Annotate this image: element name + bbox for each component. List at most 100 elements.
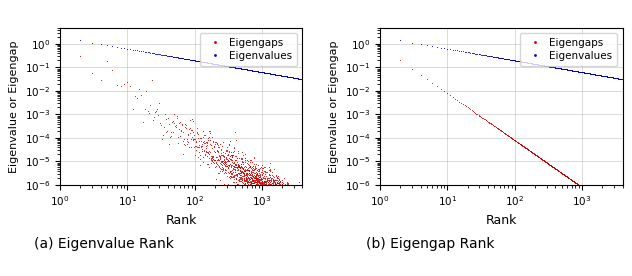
Eigengaps (280, 190, 290, 194)
Eigengaps (294, 189, 304, 193)
Eigengaps (248, 181, 258, 185)
Eigengaps (263, 180, 273, 184)
Eigengaps (289, 190, 300, 194)
Eigenvalues (604, 75, 614, 79)
Eigenvalues (293, 76, 303, 81)
Eigengaps (558, 172, 568, 176)
Eigenvalues (556, 66, 566, 71)
Eigengaps (611, 208, 621, 213)
Eigenvalues (613, 76, 623, 81)
Eigenvalues (272, 73, 282, 77)
Eigengaps (592, 195, 602, 200)
Eigenvalues (261, 71, 271, 75)
Eigengaps (229, 173, 240, 177)
Eigenvalues (290, 76, 300, 80)
Eigenvalues (250, 69, 260, 73)
Eigengaps (611, 209, 621, 213)
Eigenvalues (606, 75, 616, 79)
Eigengaps (613, 210, 623, 215)
Eigengaps (607, 206, 617, 210)
Eigengaps (617, 213, 628, 217)
Eigengaps (582, 189, 592, 193)
Eigengaps (594, 197, 604, 201)
Eigengaps (523, 147, 533, 152)
Eigenvalues (252, 69, 262, 74)
Eigenvalues (604, 75, 614, 79)
Eigenvalues (612, 76, 622, 81)
Eigenvalues (602, 74, 612, 79)
Eigenvalues (231, 65, 241, 70)
Eigengaps (571, 181, 581, 185)
Eigengaps (291, 190, 301, 194)
Eigenvalues (611, 76, 621, 80)
Eigengaps (512, 140, 522, 144)
Eigenvalues (286, 75, 296, 79)
Eigenvalues (258, 70, 268, 75)
Eigengaps (587, 192, 597, 197)
Eigenvalues (240, 67, 250, 71)
Eigenvalues (266, 71, 276, 76)
Eigenvalues (289, 76, 299, 80)
Eigengaps (615, 212, 625, 216)
Eigenvalues (585, 71, 595, 76)
Eigenvalues (283, 75, 293, 79)
Eigenvalues (200, 60, 210, 64)
Eigenvalues (608, 75, 618, 80)
Eigenvalues (616, 77, 626, 81)
Eigengaps (556, 170, 566, 174)
Eigenvalues (584, 71, 594, 76)
Eigenvalues (295, 77, 305, 81)
Eigenvalues (268, 72, 278, 76)
Eigenvalues (589, 72, 599, 76)
Eigenvalues (291, 76, 301, 80)
Eigengaps (239, 183, 249, 187)
Eigenvalues (594, 73, 604, 77)
Eigenvalues (609, 76, 619, 80)
Eigenvalues (295, 76, 305, 81)
Eigenvalues (597, 73, 607, 78)
Eigenvalues (289, 76, 299, 80)
Eigenvalues (615, 77, 625, 81)
Eigengaps (568, 179, 578, 183)
Eigengaps (585, 191, 595, 195)
Eigenvalues (263, 71, 273, 75)
Eigenvalues (259, 70, 269, 75)
Eigengaps (288, 190, 298, 194)
Eigengaps (291, 190, 301, 194)
Eigenvalues (595, 73, 605, 78)
Eigengaps (264, 176, 274, 181)
Eigenvalues (259, 70, 269, 75)
Eigengaps (610, 208, 620, 213)
Eigenvalues (562, 67, 573, 72)
Eigengaps (293, 190, 303, 194)
Eigenvalues (614, 76, 624, 81)
Eigenvalues (282, 74, 292, 79)
Eigenvalues (266, 71, 276, 76)
Eigengaps (615, 211, 625, 216)
Eigenvalues (600, 74, 610, 78)
Eigenvalues (611, 76, 621, 80)
Eigenvalues (227, 65, 237, 69)
Eigenvalues (297, 77, 307, 81)
Eigengaps (279, 189, 289, 194)
Eigenvalues (600, 74, 611, 78)
Eigenvalues (269, 72, 279, 76)
Eigengaps (594, 197, 604, 201)
Eigenvalues (602, 74, 612, 79)
Eigenvalues (271, 73, 281, 77)
Eigengaps (608, 206, 618, 211)
Eigenvalues (289, 76, 299, 80)
Eigengaps (282, 190, 292, 194)
Eigengaps (573, 182, 583, 187)
Eigenvalues (229, 65, 239, 70)
Eigengaps (560, 173, 570, 177)
Eigengaps (590, 194, 600, 199)
Eigengaps (607, 206, 617, 211)
Eigengaps (591, 195, 601, 199)
Eigengaps (566, 177, 576, 182)
Eigengaps (599, 201, 609, 205)
Eigengaps (257, 190, 267, 194)
Eigenvalues (284, 75, 294, 79)
Eigenvalues (293, 76, 303, 81)
Eigengaps (616, 212, 626, 217)
